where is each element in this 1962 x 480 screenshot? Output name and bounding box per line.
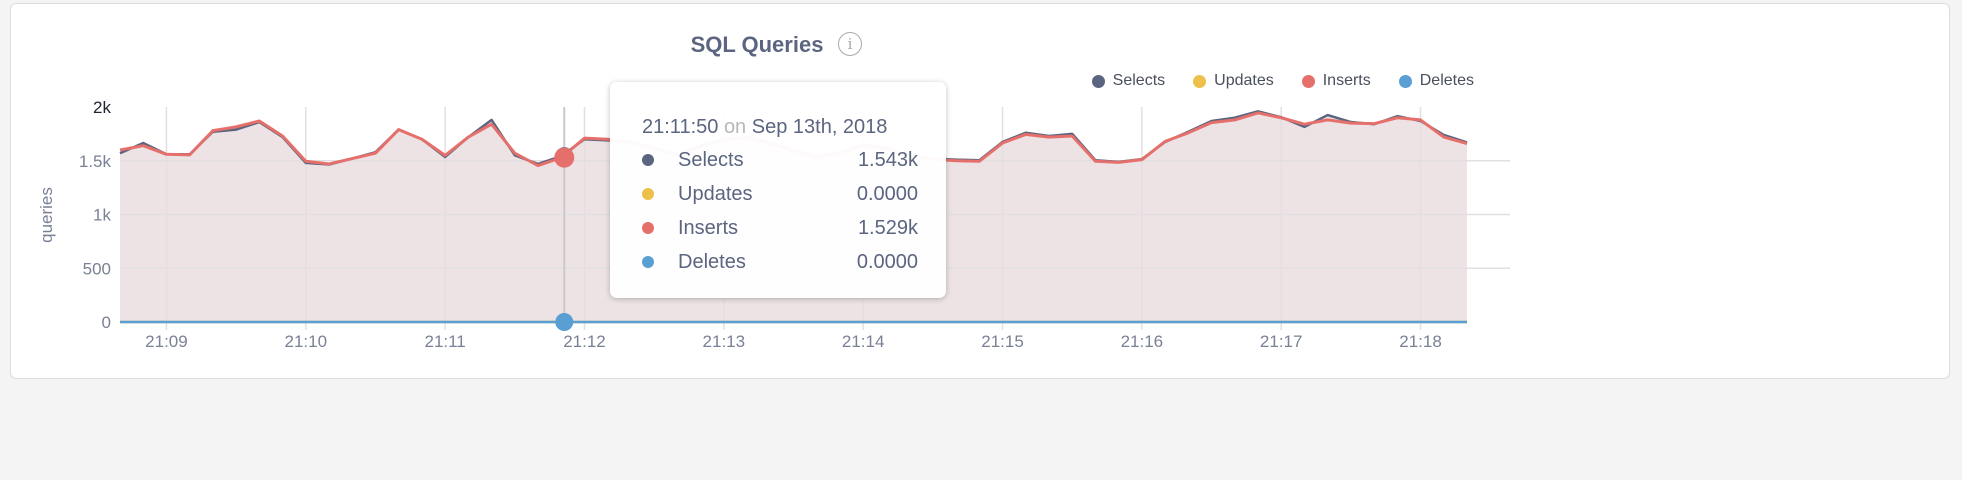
info-icon[interactable]: i — [838, 32, 862, 56]
inserts-dot-icon — [1301, 74, 1315, 88]
legend-item-deletes[interactable]: Deletes — [1398, 72, 1474, 90]
x-tick-label: 21:13 — [703, 332, 746, 351]
legend-label: Deletes — [1419, 72, 1474, 89]
hover-point-deletes — [555, 313, 574, 331]
inserts-dot-icon — [642, 222, 654, 234]
tooltip-time: 21:11:50 — [642, 116, 719, 138]
updates-dot-icon — [1193, 74, 1207, 88]
legend-item-updates[interactable]: Updates — [1193, 72, 1274, 90]
x-tick-label: 21:17 — [1260, 332, 1303, 351]
deletes-dot-icon — [642, 256, 654, 268]
tooltip-label: Selects — [678, 148, 744, 171]
selects-dot-icon — [642, 154, 654, 166]
hover-point-inserts — [554, 147, 575, 168]
tooltip-on: on — [723, 116, 747, 138]
chart-title: SQL Queries — [690, 32, 824, 57]
selects-dot-icon — [1091, 74, 1105, 88]
tooltip: 21:11:50 on Sep 13th, 2018 Selects 1.543k… — [610, 82, 946, 298]
tooltip-row-updates: Updates 0.0000 — [642, 180, 918, 208]
tooltip-row-deletes: Deletes 0.0000 — [642, 248, 918, 276]
legend-label: Updates — [1214, 72, 1274, 89]
x-tick-label: 21:10 — [285, 332, 328, 351]
y-tick-label: 500 — [83, 259, 111, 278]
legend-item-selects[interactable]: Selects — [1091, 72, 1166, 90]
x-tick-label: 21:09 — [145, 332, 188, 351]
x-tick-label: 21:16 — [1121, 332, 1164, 351]
tooltip-label: Deletes — [678, 250, 746, 273]
legend-label: Selects — [1112, 72, 1166, 89]
tooltip-value: 1.529k — [857, 216, 918, 239]
tooltip-label: Updates — [678, 182, 753, 205]
x-tick-label: 21:15 — [981, 332, 1024, 351]
x-tick-label: 21:14 — [842, 332, 885, 351]
tooltip-row-inserts: Inserts 1.529k — [642, 214, 918, 242]
y-tick-label: 1.5k — [79, 152, 112, 171]
x-tick-label: 21:11 — [424, 332, 465, 351]
y-tick-label: 1k — [93, 206, 111, 225]
tooltip-value: 0.0000 — [856, 182, 918, 205]
x-tick-label: 21:18 — [1399, 332, 1442, 351]
legend: Selects Updates Inserts Deletes — [1091, 72, 1474, 90]
tooltip-label: Inserts — [678, 216, 739, 239]
y-tick-label: 2k — [93, 98, 111, 117]
tooltip-value: 0.0000 — [856, 250, 918, 273]
y-tick-label: 0 — [102, 313, 111, 332]
updates-dot-icon — [642, 188, 654, 200]
deletes-dot-icon — [1398, 74, 1412, 88]
legend-label: Inserts — [1322, 72, 1371, 89]
y-axis-label: queries — [37, 187, 56, 243]
tooltip-row-selects: Selects 1.543k — [642, 146, 918, 174]
x-tick-label: 21:12 — [563, 332, 606, 351]
tooltip-header: 21:11:50 on Sep 13th, 2018 — [642, 116, 887, 139]
tooltip-value: 1.543k — [857, 148, 918, 171]
legend-item-inserts[interactable]: Inserts — [1301, 72, 1371, 90]
tooltip-date: Sep 13th, 2018 — [751, 116, 888, 138]
